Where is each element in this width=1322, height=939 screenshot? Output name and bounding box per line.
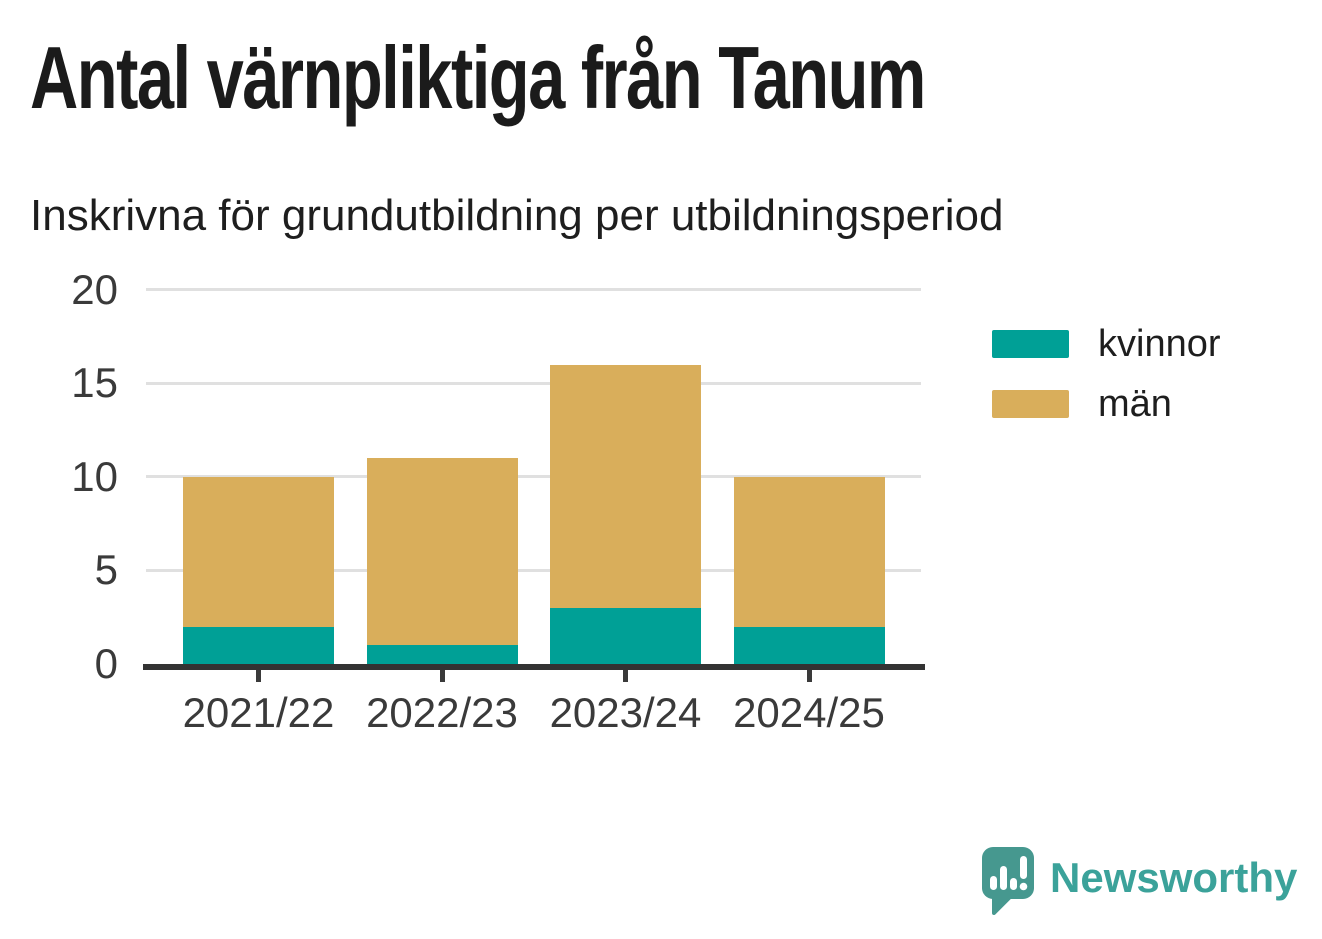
legend-swatch-kvinnor bbox=[992, 330, 1069, 358]
x-axis-tick-label: 2024/25 bbox=[733, 689, 885, 736]
x-axis-tick-label: 2023/24 bbox=[549, 689, 702, 736]
x-axis-tick bbox=[623, 669, 628, 682]
y-gridline bbox=[146, 475, 921, 478]
bar-segment-män bbox=[733, 476, 885, 627]
newsworthy-bubble-chart-icon bbox=[982, 847, 1034, 915]
x-axis-tick-label: 2021/22 bbox=[182, 689, 335, 736]
chart-subtitle: Inskrivna för grundutbildning per utbild… bbox=[30, 191, 1004, 240]
bar-segment-kvinnor bbox=[550, 607, 701, 664]
bar-segment-kvinnor bbox=[366, 644, 518, 664]
legend-label-män: män bbox=[1098, 383, 1172, 425]
y-gridline bbox=[146, 381, 921, 385]
y-axis-tick-label: 0 bbox=[94, 639, 118, 687]
newsworthy-logo-text: Newsworthy bbox=[1050, 854, 1298, 901]
bar-segment-män bbox=[366, 457, 518, 645]
bar-segment-kvinnor bbox=[183, 626, 334, 664]
legend-swatch-män bbox=[992, 390, 1069, 418]
y-gridline bbox=[146, 288, 921, 291]
y-axis-tick-label: 10 bbox=[71, 452, 118, 500]
y-axis-tick-label: 20 bbox=[71, 265, 118, 313]
x-axis-tick bbox=[256, 669, 261, 682]
x-axis-tick bbox=[806, 669, 812, 682]
bar-segment-kvinnor bbox=[733, 626, 885, 664]
bar-segment-män bbox=[550, 364, 701, 608]
y-gridline bbox=[146, 568, 921, 572]
y-axis-tick-label: 15 bbox=[71, 359, 118, 406]
newsworthy-logo[interactable]: Newsworthy bbox=[980, 845, 1310, 917]
x-axis-line bbox=[143, 663, 925, 670]
chart-title: Antal värnpliktiga från Tanum bbox=[30, 28, 926, 127]
y-axis-tick-label: 5 bbox=[94, 546, 118, 593]
bar-segment-män bbox=[183, 476, 334, 627]
legend-label-kvinnor: kvinnor bbox=[1098, 323, 1221, 365]
x-axis-tick bbox=[439, 669, 445, 682]
x-axis-tick-label: 2022/23 bbox=[366, 689, 518, 736]
